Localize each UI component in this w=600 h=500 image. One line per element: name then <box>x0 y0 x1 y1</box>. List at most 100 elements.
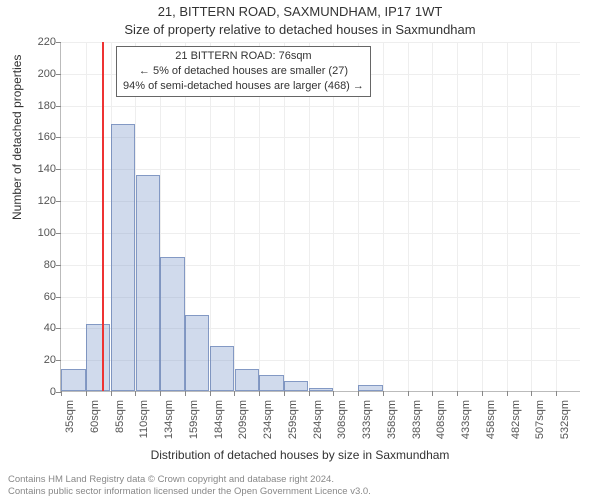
x-tick-label: 159sqm <box>188 400 200 439</box>
x-tick-mark <box>259 391 260 396</box>
v-gridline <box>383 42 384 391</box>
x-tick-label: 60sqm <box>89 400 101 433</box>
x-tick-label: 507sqm <box>534 400 546 439</box>
page-root: 21, BITTERN ROAD, SAXMUNDHAM, IP17 1WT S… <box>0 0 600 500</box>
y-tick-mark <box>56 106 61 107</box>
y-tick-mark <box>56 137 61 138</box>
y-tick-label: 100 <box>26 227 56 239</box>
x-tick-mark <box>234 391 235 396</box>
histogram-bar <box>111 124 135 391</box>
histogram-bar <box>259 375 283 391</box>
x-tick-mark <box>284 391 285 396</box>
footer-line-2: Contains public sector information licen… <box>8 486 371 498</box>
x-tick-label: 532sqm <box>559 400 571 439</box>
histogram-bar <box>61 369 85 391</box>
plot-area: 21 BITTERN ROAD: 76sqm ← 5% of detached … <box>60 42 580 392</box>
histogram-bar <box>284 381 308 391</box>
x-tick-mark <box>358 391 359 396</box>
y-tick-label: 220 <box>26 36 56 48</box>
h-gridline <box>61 169 580 170</box>
x-tick-label: 134sqm <box>163 400 175 439</box>
x-tick-label: 284sqm <box>312 400 324 439</box>
x-tick-mark <box>531 391 532 396</box>
histogram-bar <box>160 257 184 391</box>
x-tick-label: 209sqm <box>237 400 249 439</box>
chart-title-sub: Size of property relative to detached ho… <box>0 22 600 37</box>
y-tick-mark <box>56 42 61 43</box>
h-gridline <box>61 137 580 138</box>
x-tick-mark <box>556 391 557 396</box>
histogram-bar <box>309 388 333 391</box>
x-tick-label: 110sqm <box>138 400 150 438</box>
y-tick-mark <box>56 297 61 298</box>
v-gridline <box>531 42 532 391</box>
x-tick-label: 482sqm <box>510 400 522 439</box>
v-gridline <box>482 42 483 391</box>
h-gridline <box>61 106 580 107</box>
v-gridline <box>432 42 433 391</box>
histogram-bar <box>358 385 382 391</box>
x-tick-label: 383sqm <box>411 400 423 439</box>
info-line-3: 94% of semi-detached houses are larger (… <box>123 79 364 94</box>
h-gridline <box>61 42 580 43</box>
y-tick-mark <box>56 265 61 266</box>
v-gridline <box>408 42 409 391</box>
y-tick-label: 60 <box>26 291 56 303</box>
x-tick-label: 85sqm <box>114 400 126 433</box>
y-tick-label: 20 <box>26 354 56 366</box>
y-tick-label: 140 <box>26 163 56 175</box>
x-tick-mark <box>86 391 87 396</box>
x-tick-mark <box>432 391 433 396</box>
histogram-bar <box>185 315 209 391</box>
histogram-bar <box>136 175 160 391</box>
x-tick-label: 408sqm <box>435 400 447 439</box>
footer-line-1: Contains HM Land Registry data © Crown c… <box>8 474 371 486</box>
marker-line <box>102 42 104 391</box>
x-tick-label: 184sqm <box>213 400 225 439</box>
x-tick-mark <box>61 391 62 396</box>
y-tick-mark <box>56 201 61 202</box>
footer: Contains HM Land Registry data © Crown c… <box>8 474 371 498</box>
info-line-1: 21 BITTERN ROAD: 76sqm <box>123 49 364 64</box>
x-tick-label: 35sqm <box>64 400 76 433</box>
x-tick-label: 234sqm <box>262 400 274 439</box>
x-tick-label: 433sqm <box>460 400 472 439</box>
x-tick-mark <box>457 391 458 396</box>
x-tick-mark <box>111 391 112 396</box>
x-tick-mark <box>383 391 384 396</box>
y-tick-label: 80 <box>26 259 56 271</box>
y-tick-label: 180 <box>26 100 56 112</box>
y-tick-mark <box>56 233 61 234</box>
x-tick-label: 259sqm <box>287 400 299 439</box>
x-tick-mark <box>482 391 483 396</box>
x-tick-label: 358sqm <box>386 400 398 439</box>
y-tick-mark <box>56 360 61 361</box>
y-tick-mark <box>56 169 61 170</box>
histogram-bar <box>86 324 110 391</box>
x-axis-title: Distribution of detached houses by size … <box>0 448 600 462</box>
histogram-bar <box>210 346 234 391</box>
x-tick-mark <box>160 391 161 396</box>
x-tick-mark <box>309 391 310 396</box>
x-tick-mark <box>408 391 409 396</box>
chart-title-main: 21, BITTERN ROAD, SAXMUNDHAM, IP17 1WT <box>0 4 600 19</box>
y-tick-label: 160 <box>26 131 56 143</box>
y-axis-title: Number of detached properties <box>10 55 24 220</box>
x-tick-label: 333sqm <box>361 400 373 439</box>
x-tick-label: 458sqm <box>485 400 497 439</box>
y-tick-label: 0 <box>26 386 56 398</box>
histogram-bar <box>235 369 259 391</box>
x-tick-mark <box>210 391 211 396</box>
v-gridline <box>457 42 458 391</box>
marker-info-box: 21 BITTERN ROAD: 76sqm ← 5% of detached … <box>116 46 371 97</box>
y-tick-mark <box>56 74 61 75</box>
x-tick-mark <box>135 391 136 396</box>
v-gridline <box>556 42 557 391</box>
x-tick-label: 308sqm <box>336 400 348 439</box>
y-tick-label: 40 <box>26 322 56 334</box>
y-tick-label: 200 <box>26 68 56 80</box>
y-tick-label: 120 <box>26 195 56 207</box>
x-tick-mark <box>507 391 508 396</box>
x-tick-mark <box>333 391 334 396</box>
x-tick-mark <box>185 391 186 396</box>
